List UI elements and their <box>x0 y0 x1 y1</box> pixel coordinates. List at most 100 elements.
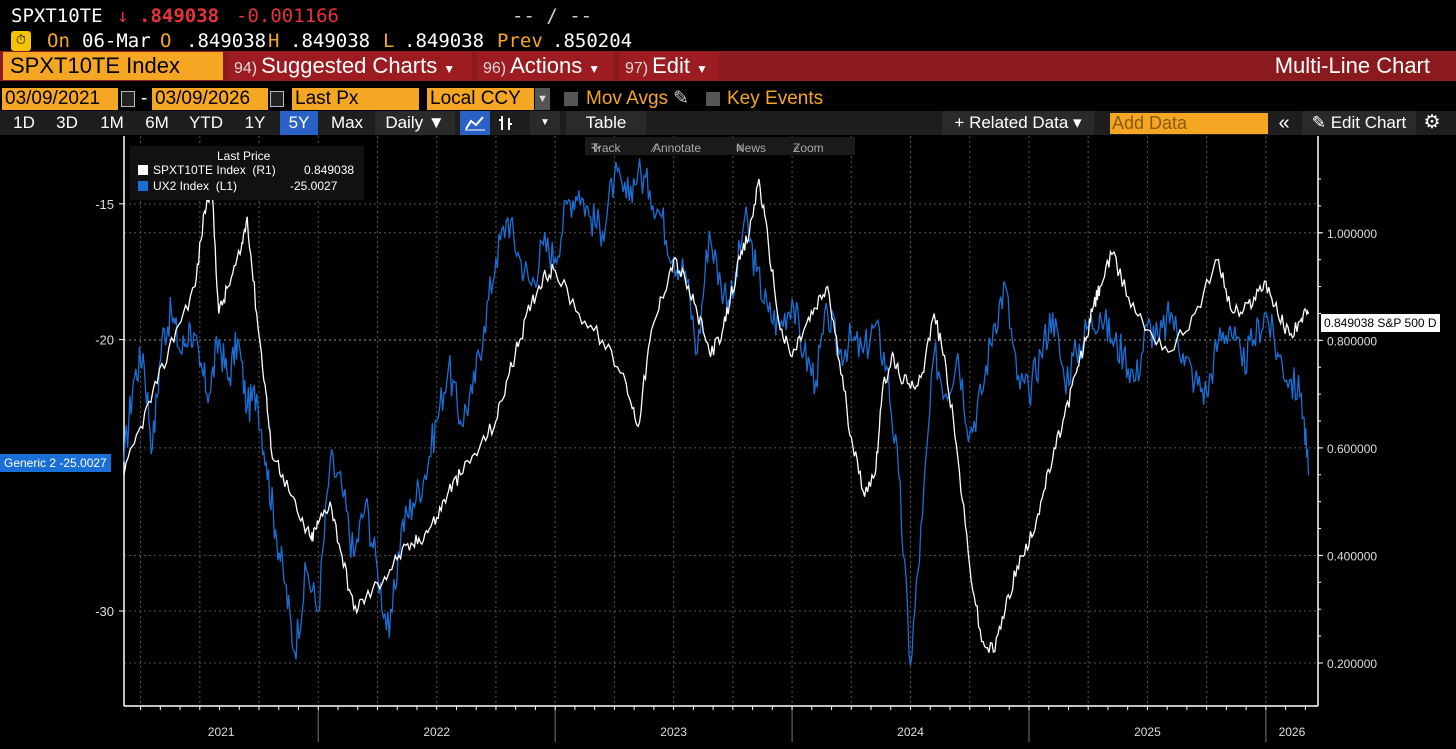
caret-down-icon: ▼ <box>588 62 601 76</box>
add-data-input[interactable]: Add Data <box>1110 113 1268 134</box>
right-value-tag: 0.849038 S&P 500 D <box>1321 314 1440 332</box>
chart-type-dropdown-icon[interactable]: ▼ <box>530 111 560 135</box>
net-change: -0.001166 <box>236 5 339 27</box>
open-label: O <box>160 30 172 52</box>
start-date-field[interactable]: 03/09/2021 <box>2 88 118 110</box>
legend-swatch-white <box>138 165 148 175</box>
right-tick-label: 0.400000 <box>1327 549 1377 563</box>
calendar-icon[interactable] <box>270 91 284 107</box>
legend-title: Last Price <box>217 149 271 163</box>
period-1d[interactable]: 1D <box>13 113 35 132</box>
legend-name: UX2 Index (L1) <box>153 179 238 193</box>
bar-chart-icon[interactable] <box>493 111 519 135</box>
pencil-icon: ✎ <box>1311 113 1326 132</box>
pen-icon: ⁄ <box>653 141 656 155</box>
currency-select[interactable]: Local CCY <box>427 88 534 110</box>
legend-value: 0.849038 <box>304 163 355 177</box>
calendar-icon[interactable] <box>121 91 135 107</box>
legend-swatch-blue <box>138 181 148 191</box>
left-tick-label: -20 <box>95 333 114 348</box>
chart-area[interactable]: -15 -20 -30 1.000000 0.800000 0.600000 0.40000… <box>0 136 1456 749</box>
period-max[interactable]: Max <box>330 113 364 132</box>
news-label: News <box>736 141 767 155</box>
x-tick-label: 2026 <box>1279 725 1306 739</box>
bid-ask: -- / -- <box>512 5 593 27</box>
open-value: .849038 <box>186 30 267 52</box>
period-ytd[interactable]: YTD <box>189 113 223 132</box>
high-value: .849038 <box>290 30 371 52</box>
edit-num: 97) <box>625 60 649 77</box>
prev-value: .850204 <box>552 30 633 52</box>
legend-value: -25.0027 <box>290 179 338 193</box>
right-tick-label: 0.200000 <box>1327 657 1377 671</box>
annotate-label: Annotate <box>653 141 702 155</box>
table-button[interactable]: Table <box>566 111 646 135</box>
edit-menu[interactable]: 97) Edit ▼ <box>619 52 719 80</box>
mov-avgs-checkbox[interactable] <box>564 92 578 106</box>
ticker-symbol: SPXT10TE <box>11 5 103 27</box>
actions-label: Actions <box>510 53 583 78</box>
clock-icon[interactable]: ⏱ <box>11 31 31 51</box>
end-date-field[interactable]: 03/09/2026 <box>152 88 268 110</box>
period-6m[interactable]: 6M <box>145 113 169 132</box>
period-1y[interactable]: 1Y <box>244 113 266 132</box>
related-data-button[interactable]: + Related Data ▾ <box>942 111 1094 135</box>
ticker-bar: SPXT10TE ↓ .849038 -0.001166 -- / -- <box>0 0 1456 30</box>
quote-date: 06-Mar <box>82 30 151 52</box>
caret-down-icon: ▼ <box>443 62 456 76</box>
crosshair-icon: ✛ <box>591 141 602 155</box>
left-tick-label: -30 <box>95 604 114 619</box>
period-1m[interactable]: 1M <box>100 113 124 132</box>
suggested-charts-menu[interactable]: 94) Suggested Charts ▼ <box>228 52 472 80</box>
series-line-spxt10te <box>123 178 1310 654</box>
caret-down-icon: ▼ <box>696 62 708 76</box>
key-events-checkbox[interactable] <box>706 92 720 106</box>
right-tick-label: 1.000000 <box>1327 227 1377 241</box>
period-3d[interactable]: 3D <box>56 113 78 132</box>
grid-lines <box>124 136 1318 706</box>
quote-bar: ⏱ On 06-Mar O .849038 H .849038 L .84903… <box>0 30 1456 52</box>
right-tick-label: 0.800000 <box>1327 334 1377 348</box>
chart-toolbar: 1D 3D 1M 6M YTD 1Y 5Y Max Daily ▼ ▼ Tabl… <box>0 111 1456 135</box>
series-line-ux2 <box>123 158 1310 666</box>
low-value: .849038 <box>404 30 485 52</box>
collapse-icon[interactable]: « <box>1278 112 1290 134</box>
dropdown-arrow-icon[interactable]: ▼ <box>535 88 550 110</box>
low-label: L <box>383 30 395 52</box>
x-tick-label: 2023 <box>660 725 687 739</box>
last-price: .849038 <box>139 5 220 27</box>
chart-tools: ✛ Track ⁄ Annotate ≡ News ⌕ Zoom <box>585 137 855 155</box>
mov-avgs-label: Mov Avgs <box>586 88 669 109</box>
period-5y[interactable]: 5Y <box>280 111 318 135</box>
right-tick-label: 0.600000 <box>1327 442 1377 456</box>
magnifier-icon: ⌕ <box>793 141 800 155</box>
x-tick-label: 2022 <box>423 725 450 739</box>
suggested-num: 94) <box>234 60 258 77</box>
field-select[interactable]: Last Px <box>292 88 419 110</box>
pencil-icon[interactable]: ✎ <box>673 88 689 109</box>
legend-name: SPXT10TE Index (R1) <box>153 163 276 177</box>
edit-label: Edit <box>652 53 691 78</box>
date-dash: - <box>141 88 148 109</box>
menu-bar: SPXT10TE Index 94) Suggested Charts ▼ 96) A… <box>0 51 1456 81</box>
gear-icon[interactable]: ⚙ <box>1423 112 1441 133</box>
zoom-label: Zoom <box>793 141 824 155</box>
x-tick-label: 2025 <box>1134 725 1161 739</box>
x-tick-label: 2024 <box>897 725 924 739</box>
axes: -15 -20 -30 1.000000 0.800000 0.600000 0.40000… <box>95 136 1377 742</box>
track-label: Track <box>591 141 621 155</box>
security-field[interactable]: SPXT10TE Index <box>3 52 223 80</box>
settings-bar: 03/09/2021 - 03/09/2026 Last Px Local CC… <box>0 88 1456 110</box>
chart-legend: Last Price SPXT10TE Index (R1) 0.849038 … <box>130 146 364 200</box>
high-label: H <box>268 30 280 52</box>
x-tick-label: 2021 <box>208 725 235 739</box>
left-value-tag: Generic 2 -25.0027 <box>0 454 111 472</box>
line-chart-icon[interactable] <box>460 111 490 135</box>
edit-chart-button[interactable]: ✎ Edit Chart <box>1302 111 1416 135</box>
series-lines <box>123 158 1310 666</box>
left-tick-label: -15 <box>95 197 114 212</box>
actions-menu[interactable]: 96) Actions ▼ <box>477 52 614 80</box>
actions-num: 96) <box>483 60 507 77</box>
prev-label: Prev <box>497 30 543 52</box>
frequency-select[interactable]: Daily ▼ <box>375 111 455 135</box>
